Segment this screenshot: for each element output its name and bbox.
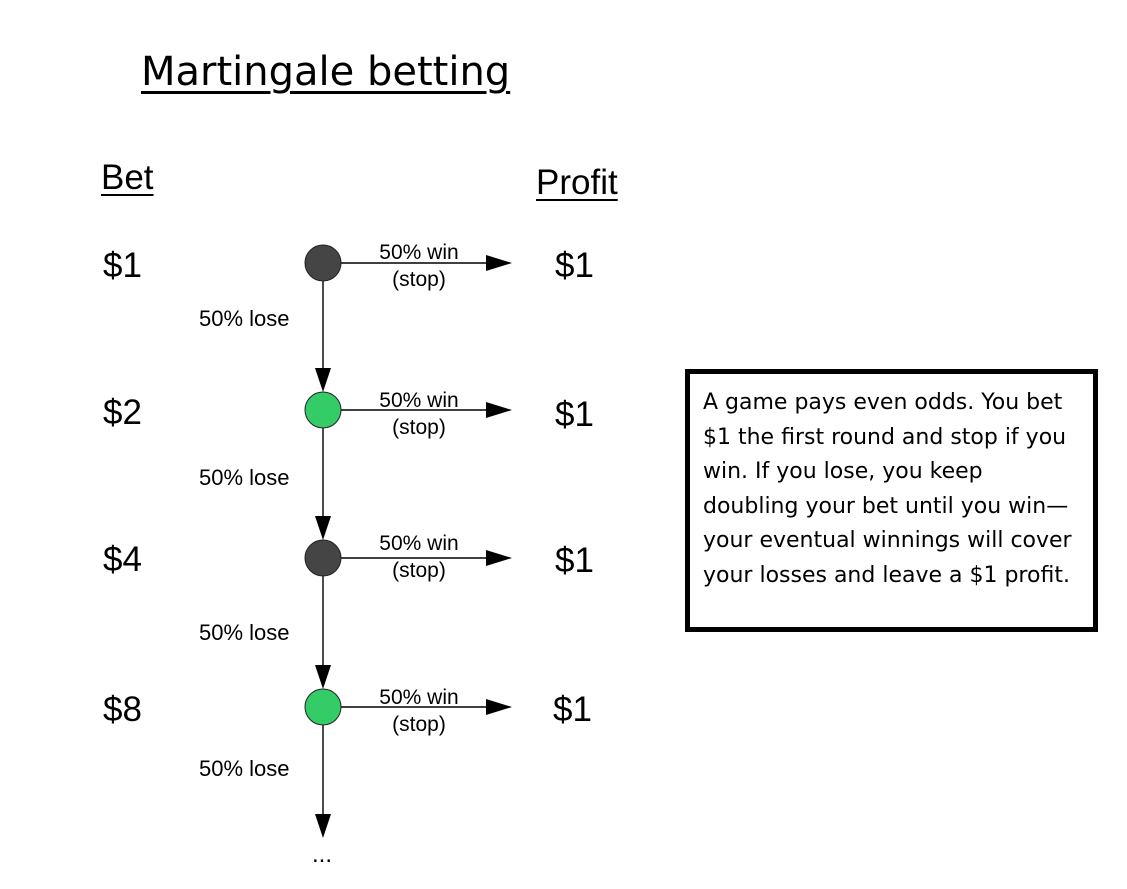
win-label-text: 50% win bbox=[379, 241, 459, 264]
win-label-round-3: 50% win (stop) bbox=[359, 530, 479, 584]
win-label-text: 50% win bbox=[379, 686, 459, 709]
win-label-round-1: 50% win (stop) bbox=[359, 239, 479, 293]
bet-column-header: Bet bbox=[101, 158, 154, 197]
stop-label-text: (stop) bbox=[392, 559, 446, 582]
win-label-round-2: 50% win (stop) bbox=[359, 387, 479, 441]
continuation-ellipsis: ... bbox=[312, 841, 333, 868]
diagram-title: Martingale betting bbox=[141, 49, 511, 95]
profit-amount-round-4: $1 bbox=[553, 690, 592, 729]
lose-label-round-1: 50% lose bbox=[199, 306, 290, 331]
win-label-round-4: 50% win (stop) bbox=[359, 684, 479, 738]
bet-node-4 bbox=[304, 688, 342, 726]
lose-arrow-head bbox=[315, 516, 331, 540]
win-label-text: 50% win bbox=[379, 532, 459, 555]
bet-node-2 bbox=[304, 391, 342, 429]
bet-amount-round-3: $4 bbox=[103, 540, 142, 579]
bet-node-1 bbox=[304, 244, 342, 282]
stop-label-text: (stop) bbox=[392, 268, 446, 291]
stop-label-text: (stop) bbox=[392, 713, 446, 736]
profit-amount-round-3: $1 bbox=[555, 541, 594, 580]
profit-amount-round-1: $1 bbox=[555, 246, 594, 285]
lose-arrow-head bbox=[315, 665, 331, 689]
profit-amount-round-2: $1 bbox=[555, 395, 594, 434]
lose-label-round-2: 50% lose bbox=[199, 465, 290, 490]
lose-label-round-4: 50% lose bbox=[199, 756, 290, 781]
bet-amount-round-1: $1 bbox=[103, 246, 142, 285]
explanation-box: A game pays even odds. You bet $1 the fi… bbox=[685, 369, 1098, 632]
win-arrow-head bbox=[486, 402, 512, 418]
stop-label-text: (stop) bbox=[392, 416, 446, 439]
win-arrow-head bbox=[486, 550, 512, 566]
bet-amount-round-2: $2 bbox=[103, 393, 142, 432]
profit-column-header: Profit bbox=[536, 163, 618, 202]
lose-label-round-3: 50% lose bbox=[199, 620, 290, 645]
lose-arrow-head bbox=[315, 368, 331, 392]
win-label-text: 50% win bbox=[379, 389, 459, 412]
bet-amount-round-4: $8 bbox=[103, 690, 142, 729]
win-arrow-head bbox=[486, 255, 512, 271]
explanation-text: A game pays even odds. You bet $1 the fi… bbox=[703, 390, 1072, 588]
lose-arrow-head bbox=[315, 814, 331, 838]
bet-node-3 bbox=[304, 539, 342, 577]
win-arrow-head bbox=[486, 699, 512, 715]
